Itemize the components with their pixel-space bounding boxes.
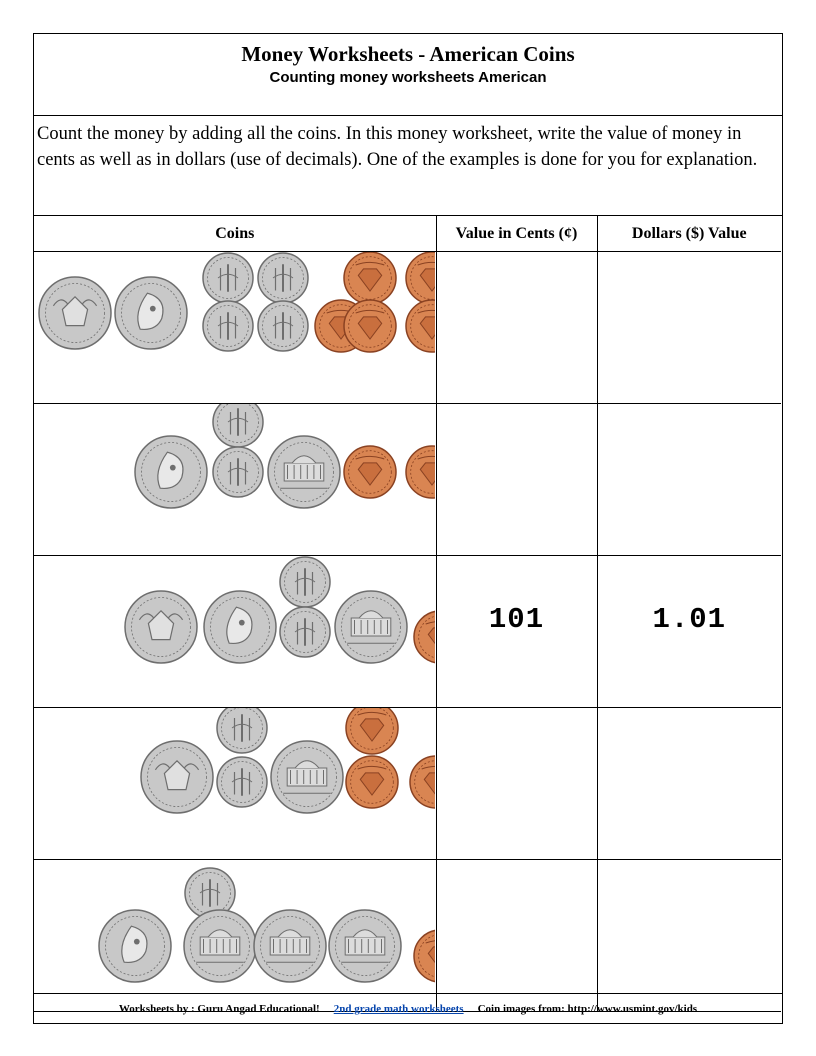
penny-coin-icon: [405, 251, 459, 305]
dollars-answer-cell[interactable]: [596, 707, 781, 860]
coins-cell: [34, 701, 463, 860]
coin-group: [38, 251, 459, 353]
penny-coin-icon: [413, 610, 467, 664]
nickel-coin-icon: [328, 909, 402, 983]
footer-credit: Worksheets by : Guru Angad Educational!: [118, 1002, 320, 1015]
dollars-answer-cell[interactable]: [596, 251, 781, 404]
penny-coin-icon: [405, 445, 459, 499]
dime-coin-icon: [216, 702, 268, 754]
penny-coin-icon: [345, 701, 399, 755]
dime-coin-icon: [279, 556, 331, 608]
table-row: 101 1.01: [34, 555, 781, 708]
penny-coin-icon: [405, 299, 459, 353]
column-header-cents: Value in Cents (¢): [435, 216, 598, 252]
coin-group: [134, 396, 459, 509]
table-row: [34, 396, 781, 556]
page-subtitle: Counting money worksheets American: [269, 69, 547, 86]
dime-coin-icon: [202, 300, 254, 352]
penny-coin-icon: [409, 755, 463, 809]
dollars-answer-cell[interactable]: [596, 403, 781, 556]
cents-answer-cell[interactable]: [435, 403, 598, 556]
dollars-answer-cell[interactable]: [596, 859, 781, 1012]
nickel-coin-icon: [334, 590, 408, 664]
instructions-text: Count the money by adding all the coins.…: [34, 116, 782, 216]
half-dollar-coin-icon: [124, 590, 198, 664]
coins-cell: [34, 859, 467, 1012]
quarter-coin-icon: [134, 435, 208, 509]
coin-group: [124, 556, 467, 664]
coins-cell: [34, 555, 467, 708]
cents-answer-cell[interactable]: [435, 859, 598, 1012]
dime-coin-icon: [257, 300, 309, 352]
nickel-coin-icon: [183, 909, 257, 983]
table-header-row: Coins Value in Cents (¢) Dollars ($) Val…: [34, 216, 781, 252]
cents-answer-cell[interactable]: 101: [435, 555, 598, 708]
half-dollar-coin-icon: [38, 276, 112, 350]
column-header-coins: Coins: [34, 216, 437, 252]
nickel-coin-icon: [270, 740, 344, 814]
dollars-answer-cell[interactable]: 1.01: [596, 555, 781, 708]
coin-group: [140, 701, 463, 814]
penny-coin-icon: [343, 251, 397, 305]
dollars-value: 1.01: [652, 603, 727, 636]
table-row: [34, 251, 781, 404]
column-header-dollars: Dollars ($) Value: [596, 216, 781, 252]
penny-coin-icon: [413, 929, 467, 983]
nickel-coin-icon: [253, 909, 327, 983]
footer-source: Coin images from: http://www.usmint.gov/…: [477, 1002, 698, 1015]
page-title: Money Worksheets - American Coins: [241, 42, 575, 66]
penny-coin-icon: [345, 755, 399, 809]
worksheet: Money Worksheets - American Coins Counti…: [33, 33, 783, 1024]
quarter-coin-icon: [203, 590, 277, 664]
dime-coin-icon: [184, 867, 236, 919]
grade-worksheets-link[interactable]: 2nd grade math worksheets: [333, 1002, 464, 1015]
worksheet-table: Coins Value in Cents (¢) Dollars ($) Val…: [34, 216, 781, 1012]
cents-answer-cell[interactable]: [435, 251, 598, 404]
coin-group: [98, 867, 467, 983]
nickel-coin-icon: [267, 435, 341, 509]
dime-coin-icon: [202, 252, 254, 304]
cents-value: 101: [488, 603, 545, 636]
worksheet-header: Money Worksheets - American Coins Counti…: [34, 34, 782, 116]
quarter-coin-icon: [98, 909, 172, 983]
coins-cell: [34, 251, 459, 404]
dime-coin-icon: [212, 396, 264, 448]
dime-coin-icon: [216, 756, 268, 808]
dime-coin-icon: [279, 606, 331, 658]
dime-coin-icon: [257, 252, 309, 304]
page-footer: Worksheets by : Guru Angad Educational! …: [34, 993, 782, 1023]
coins-cell: [34, 396, 459, 556]
penny-coin-icon: [343, 445, 397, 499]
table-row: [34, 859, 781, 1012]
half-dollar-coin-icon: [140, 740, 214, 814]
table-row: [34, 701, 781, 860]
penny-coin-icon: [343, 299, 397, 353]
quarter-coin-icon: [114, 276, 188, 350]
cents-answer-cell[interactable]: [435, 707, 598, 860]
dime-coin-icon: [212, 446, 264, 498]
